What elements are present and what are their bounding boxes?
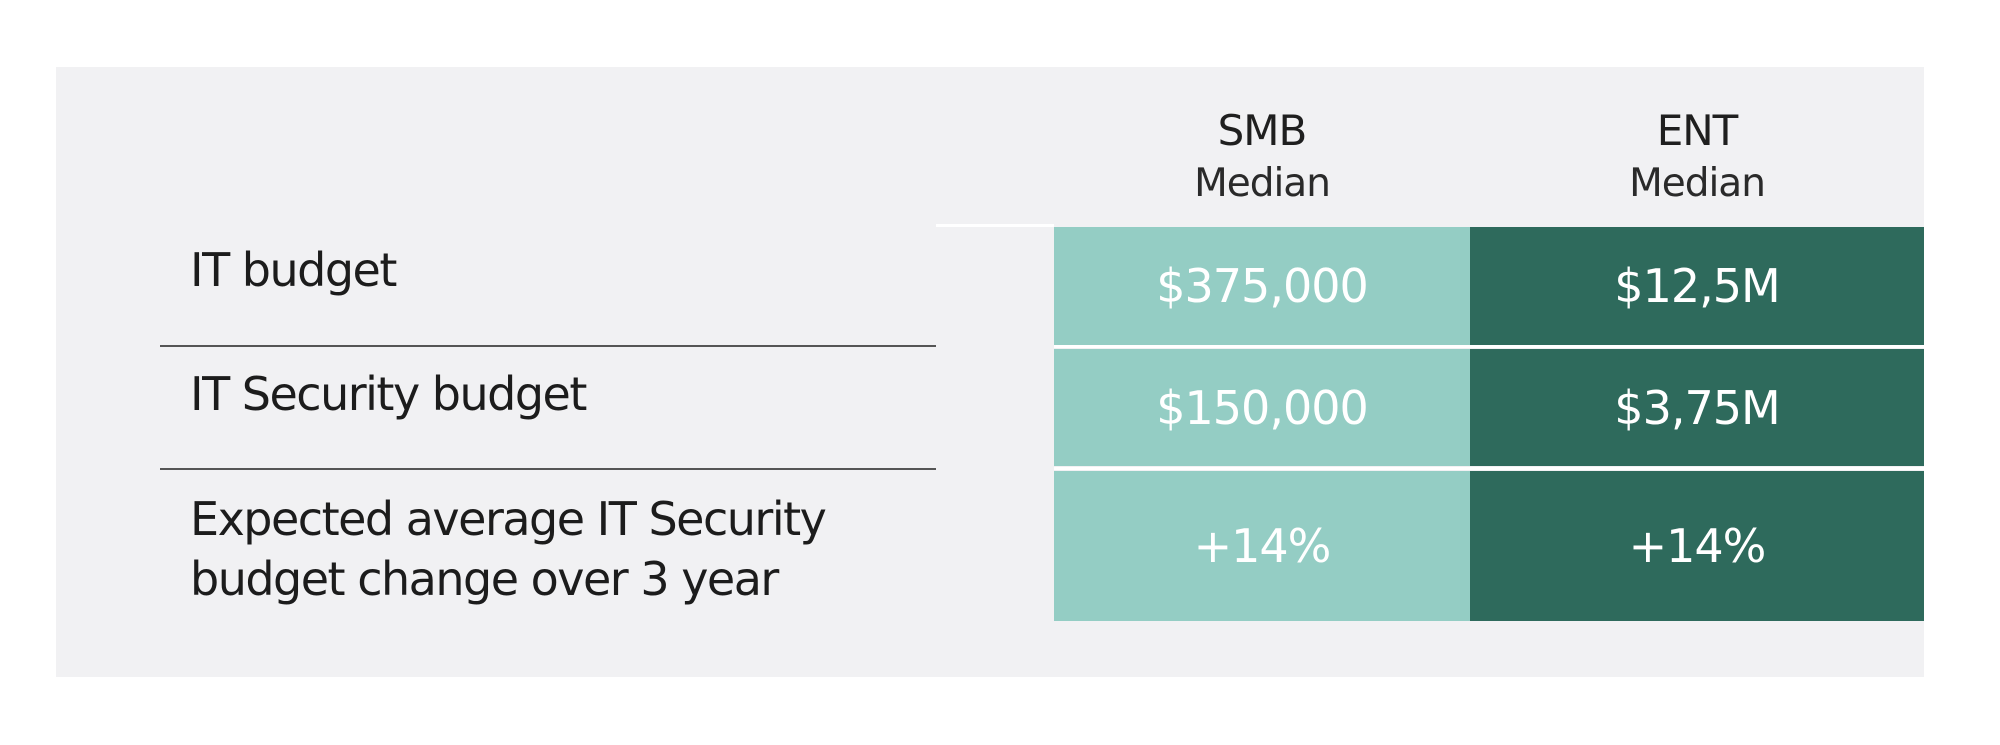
cell-divider [1054,345,1924,348]
row-divider [160,468,936,470]
header-divider [936,224,1054,227]
cell-ent-budget-change: +14% [1470,471,1924,621]
row-label-it-budget: IT budget [190,243,397,297]
column-header-smb-title: SMB [1217,106,1308,155]
cell-smb-it-security-budget: $150,000 [1054,349,1470,466]
cell-divider [1054,467,1924,470]
cell-ent-it-security-budget: $3,75M [1470,349,1924,466]
column-header-ent: ENT Median [1470,104,1924,210]
row-divider [160,345,936,347]
column-header-smb-subtitle: Median [1194,161,1331,206]
cell-smb-it-budget: $375,000 [1054,227,1470,345]
cell-smb-budget-change: +14% [1054,471,1470,621]
column-header-ent-subtitle: Median [1629,161,1766,206]
cell-ent-it-budget: $12,5M [1470,227,1924,345]
column-header-ent-title: ENT [1656,106,1739,155]
row-label-budget-change: Expected average IT Security budget chan… [190,492,827,606]
row-label-it-security-budget: IT Security budget [190,367,587,421]
column-header-smb: SMB Median [1054,104,1470,210]
